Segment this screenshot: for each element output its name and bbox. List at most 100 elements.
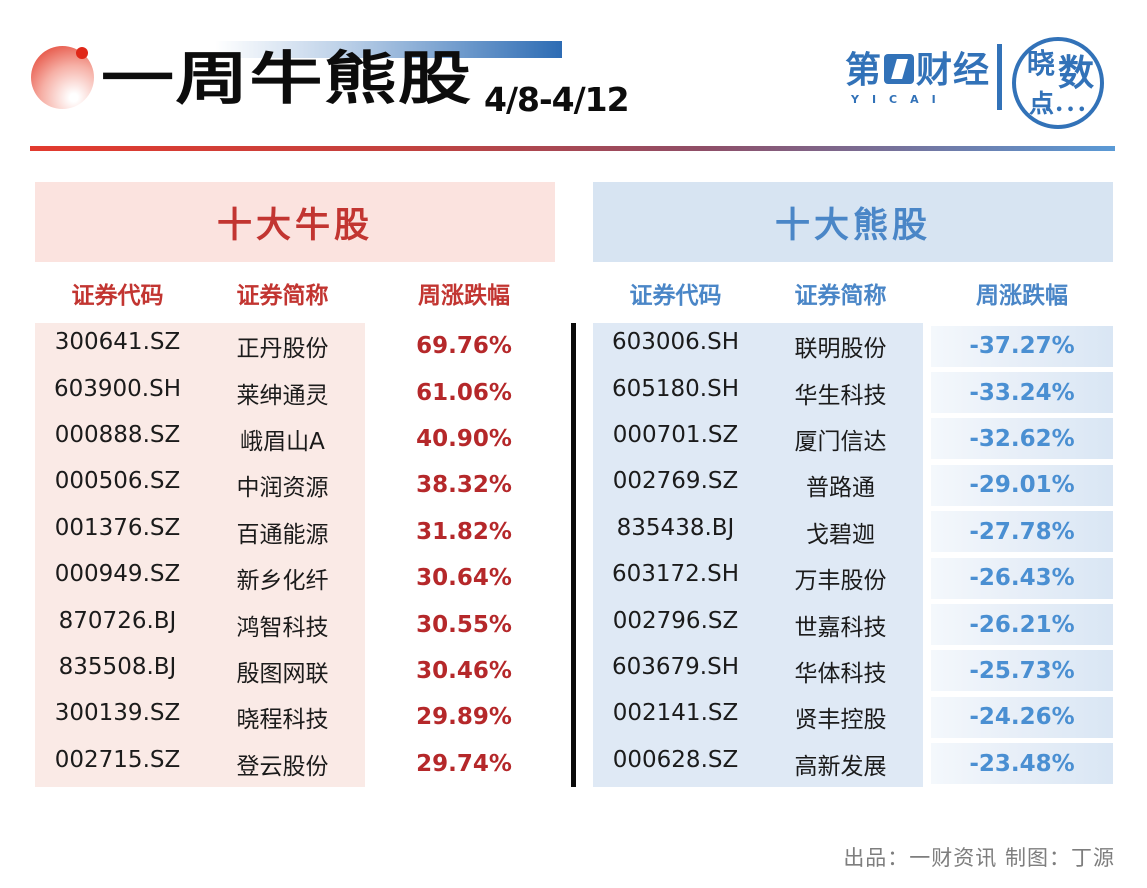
row-left-cells: 835508.BJ 殷图网联 xyxy=(35,654,365,688)
weekly-change-cell: -27.78% xyxy=(931,511,1113,553)
table-row: 300641.SZ 正丹股份 69.76% xyxy=(35,323,555,369)
weekly-change-cell: 30.55% xyxy=(373,604,555,645)
col-header-change: 周涨跌幅 xyxy=(976,282,1068,309)
weekly-change-value: -26.43% xyxy=(969,565,1075,592)
yicai-logo: 第财经 YICAI xyxy=(845,50,990,107)
weekly-change-cell: 38.32% xyxy=(373,465,555,506)
row-left-cells: 000888.SZ 峨眉山A xyxy=(35,422,365,456)
stock-code: 002141.SZ xyxy=(612,700,739,727)
weekly-change-value: 40.90% xyxy=(416,425,512,452)
stock-name: 鸿智科技 xyxy=(236,614,329,641)
stock-name: 华生科技 xyxy=(794,382,887,409)
table-row: 603679.SH 华体科技 -25.73% xyxy=(593,648,1113,694)
stock-name: 莱绅通灵 xyxy=(236,382,329,409)
table-row: 603172.SH 万丰股份 -26.43% xyxy=(593,555,1113,601)
weekly-change-cell: 31.82% xyxy=(373,511,555,552)
weekly-change-cell: -37.27% xyxy=(931,325,1113,367)
stock-name: 普路通 xyxy=(806,475,875,502)
bear-table-body: 603006.SH 联明股份 -37.27% 605180.SH 华生科技 -33.24%… xyxy=(593,323,1113,787)
stock-code: 002796.SZ xyxy=(612,607,739,634)
row-left-cells: 603900.SH 莱绅通灵 xyxy=(35,376,365,410)
weekly-change-value: -23.48% xyxy=(969,750,1075,777)
weekly-change-cell: 30.64% xyxy=(373,558,555,599)
table-row: 002715.SZ 登云股份 29.74% xyxy=(35,741,555,787)
stock-code: 000506.SZ xyxy=(54,468,181,495)
stock-code: 000701.SZ xyxy=(612,421,739,448)
weekly-change-value: -32.62% xyxy=(969,425,1075,452)
table-divider xyxy=(571,323,576,787)
weekly-change-cell: -33.24% xyxy=(931,372,1113,414)
weekly-change-value: 30.55% xyxy=(416,611,512,638)
stock-code: 603172.SH xyxy=(611,561,739,588)
table-row: 002141.SZ 贤丰控股 -24.26% xyxy=(593,694,1113,740)
table-row: 000628.SZ 高新发展 -23.48% xyxy=(593,741,1113,787)
stock-code: 605180.SH xyxy=(611,375,739,402)
row-left-cells: 300641.SZ 正丹股份 xyxy=(35,329,365,363)
table-row: 000949.SZ 新乡化纤 30.64% xyxy=(35,555,555,601)
weekly-change-cell: -26.21% xyxy=(931,604,1113,646)
table-row: 603006.SH 联明股份 -37.27% xyxy=(593,323,1113,369)
stock-name: 戈碧迦 xyxy=(806,521,875,548)
logo-divider xyxy=(997,44,1002,110)
stock-name: 登云股份 xyxy=(236,753,329,780)
stock-code: 002769.SZ xyxy=(612,468,739,495)
row-left-cells: 603006.SH 联明股份 xyxy=(593,329,923,363)
xsd-dots-decoration: •••• xyxy=(1043,103,1089,118)
weekly-change-cell: -29.01% xyxy=(931,464,1113,506)
xsd-char-3: 点 xyxy=(1029,89,1055,118)
col-header-change: 周涨跌幅 xyxy=(418,282,510,309)
row-left-cells: 000701.SZ 厦门信达 xyxy=(593,422,923,456)
stock-code: 001376.SZ xyxy=(54,514,181,541)
stock-name: 正丹股份 xyxy=(236,336,329,363)
table-row: 835508.BJ 殷图网联 30.46% xyxy=(35,648,555,694)
weekly-change-value: 31.82% xyxy=(416,518,512,545)
table-row: 870726.BJ 鸿智科技 30.55% xyxy=(35,601,555,647)
stock-name: 高新发展 xyxy=(794,753,887,780)
weekly-change-value: 29.74% xyxy=(416,750,512,777)
page-title: 一周牛熊股 xyxy=(101,46,473,112)
stock-name: 联明股份 xyxy=(794,336,887,363)
weekly-change-value: -33.24% xyxy=(969,379,1075,406)
weekly-change-cell: -24.26% xyxy=(931,696,1113,738)
row-left-cells: 002769.SZ 普路通 xyxy=(593,468,923,502)
weekly-change-cell: -26.43% xyxy=(931,557,1113,599)
table-row: 002769.SZ 普路通 -29.01% xyxy=(593,462,1113,508)
row-left-cells: 300139.SZ 晓程科技 xyxy=(35,700,365,734)
weekly-change-cell: 69.76% xyxy=(373,326,555,367)
col-header-code: 证券代码 xyxy=(71,282,164,309)
weekly-change-cell: -23.48% xyxy=(931,743,1113,785)
weekly-change-cell: 40.90% xyxy=(373,418,555,459)
weekly-change-value: 29.89% xyxy=(416,704,512,731)
xsd-char-2: 数 xyxy=(1057,53,1094,94)
table-row: 000701.SZ 厦门信达 -32.62% xyxy=(593,416,1113,462)
stock-code: 300641.SZ xyxy=(54,329,181,356)
bull-stocks-table: 十大牛股 证券代码 证券简称 周涨跌幅 300641.SZ 正丹股份 69.76% 6… xyxy=(35,182,555,787)
row-left-cells: 603172.SH 万丰股份 xyxy=(593,561,923,595)
weekly-change-value: -27.78% xyxy=(969,518,1075,545)
row-left-cells: 000628.SZ 高新发展 xyxy=(593,747,923,781)
bear-table-title: 十大熊股 xyxy=(593,182,1113,262)
stock-name: 殷图网联 xyxy=(236,660,329,687)
stock-code: 000628.SZ xyxy=(612,746,739,773)
weekly-change-value: 69.76% xyxy=(416,333,512,360)
weekly-change-value: 30.64% xyxy=(416,565,512,592)
weekly-change-cell: -25.73% xyxy=(931,650,1113,692)
yicai-prefix: 第 xyxy=(845,50,883,91)
weekly-change-value: 61.06% xyxy=(416,379,512,406)
bear-body-background xyxy=(593,323,923,787)
credits: 出品：一财资讯 制图：丁源 xyxy=(843,846,1115,870)
weekly-change-cell: -32.62% xyxy=(931,418,1113,460)
date-range: 4/8-4/12 xyxy=(484,80,630,119)
bear-table-header: 证券代码 证券简称 周涨跌幅 xyxy=(593,262,1113,323)
bull-table-header: 证券代码 证券简称 周涨跌幅 xyxy=(35,262,555,323)
xsd-char-1: 晓 xyxy=(1027,47,1056,80)
stock-code: 300139.SZ xyxy=(54,700,181,727)
weekly-change-value: -29.01% xyxy=(969,472,1075,499)
col-header-name: 证券简称 xyxy=(794,282,887,309)
stock-code: 000888.SZ xyxy=(54,421,181,448)
row-left-cells: 835438.BJ 戈碧迦 xyxy=(593,515,923,549)
table-row: 835438.BJ 戈碧迦 -27.78% xyxy=(593,509,1113,555)
weekly-change-value: 38.32% xyxy=(416,472,512,499)
stock-code: 603679.SH xyxy=(611,653,739,680)
